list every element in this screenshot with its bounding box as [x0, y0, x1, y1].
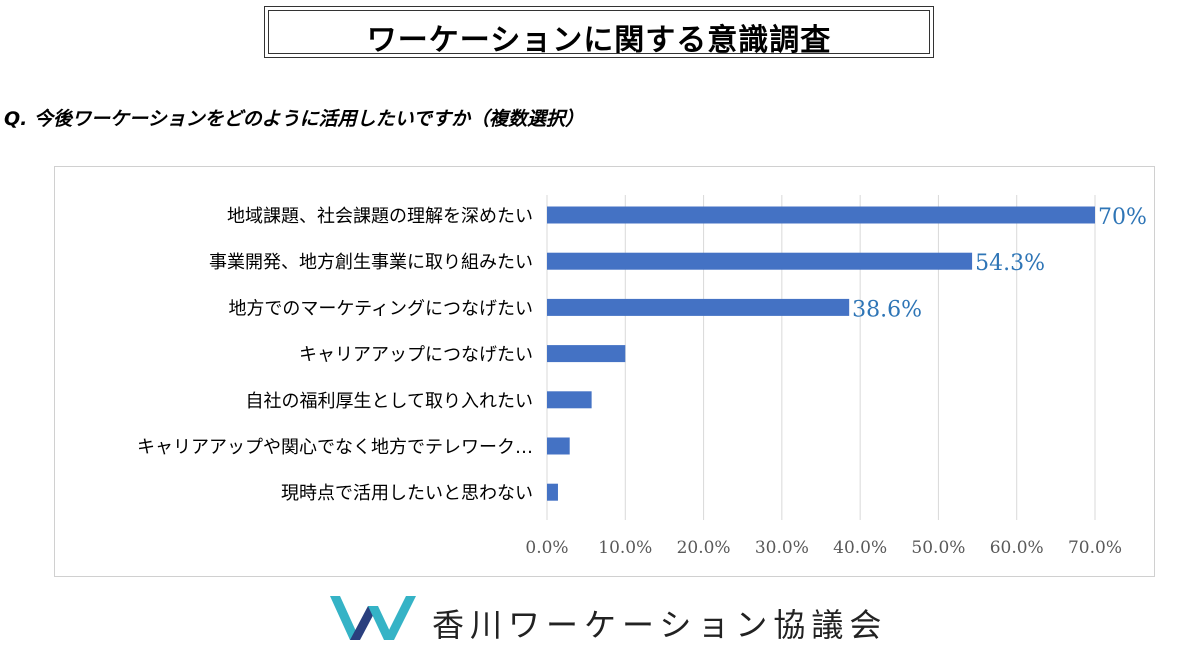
bar [547, 252, 973, 270]
x-tick-label: 40.0% [833, 538, 887, 558]
bar [547, 206, 1095, 224]
x-tick-label: 20.0% [677, 538, 731, 558]
data-label: 54.3% [975, 251, 1045, 276]
chart-frame [54, 166, 1155, 577]
bar [547, 483, 558, 501]
category-label: 自社の福利厚生として取り入れたい [246, 391, 533, 412]
x-tick-label: 50.0% [911, 538, 965, 558]
title-box: ワーケーションに関する意識調査 [264, 6, 934, 58]
category-label: キャリアアップにつなげたい [299, 345, 533, 366]
organization-name: 香川ワーケーション協議会 [432, 606, 888, 644]
x-tick-label: 60.0% [990, 538, 1044, 558]
category-label: キャリアアップや関心でなく地方でテレワーク… [137, 437, 533, 458]
category-label: 現時点で活用したいと思わない [281, 483, 533, 504]
x-tick-label: 0.0% [525, 538, 568, 558]
bar [547, 298, 850, 316]
x-tick-label: 30.0% [755, 538, 809, 558]
category-label: 事業開発、地方創生事業に取り組みたい [209, 252, 533, 273]
x-tick-label: 10.0% [598, 538, 652, 558]
category-label: 地方でのマーケティングにつなげたい [228, 298, 533, 319]
association-logo-icon [330, 596, 416, 640]
data-label: 70% [1098, 205, 1147, 230]
bar [547, 437, 570, 455]
question-text: Q. 今後ワーケーションをどのように活用したいですか（複数選択） [4, 108, 585, 130]
bar [547, 391, 592, 409]
footer: 香川ワーケーション協議会 [328, 592, 881, 648]
data-label: 38.6% [852, 297, 922, 322]
bar [547, 345, 626, 363]
x-tick-label: 70.0% [1068, 538, 1122, 558]
category-label: 地域課題、社会課題の理解を深めたい [227, 206, 533, 227]
